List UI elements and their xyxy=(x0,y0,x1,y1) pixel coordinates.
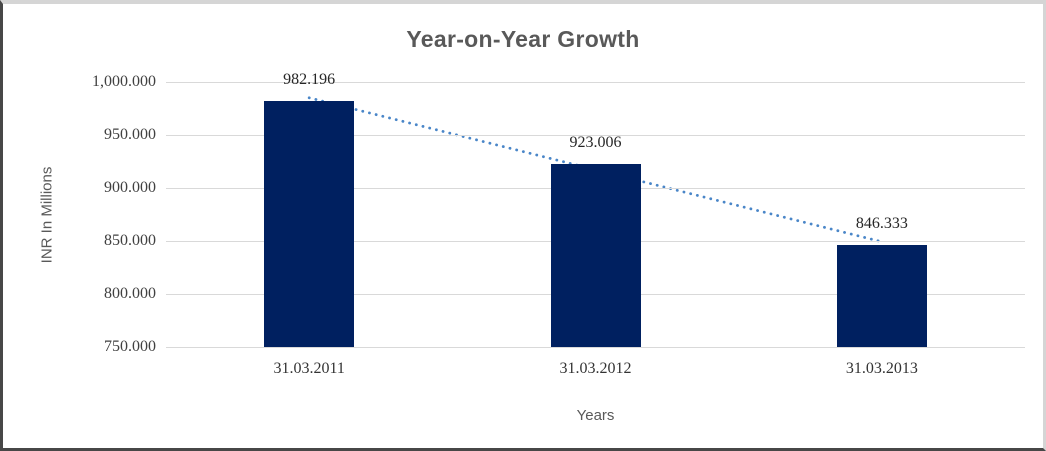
x-tick-label: 31.03.2012 xyxy=(559,360,632,377)
y-tick-label: 900.000 xyxy=(104,179,156,196)
bar-value-label: 923.006 xyxy=(569,133,622,151)
plot-area: Years 750.000 800.000 850.000 900.000 950.00… xyxy=(92,71,1025,424)
bar-value-label: 846.333 xyxy=(855,214,908,232)
y-tick-label: 750.000 xyxy=(104,338,156,355)
bar xyxy=(264,100,355,347)
x-axis-title: Years xyxy=(576,407,615,424)
bar xyxy=(836,244,927,347)
bar xyxy=(550,163,641,347)
x-tick-label: 31.03.2011 xyxy=(273,360,345,377)
y-axis-title: INR In Millions xyxy=(38,166,56,264)
y-tick-label: 950.000 xyxy=(104,126,156,143)
gridline xyxy=(166,346,1025,348)
y-tick-label: 1,000.000 xyxy=(92,73,156,90)
bar-value-label: 982.196 xyxy=(283,70,336,88)
gridline xyxy=(166,134,1025,136)
x-tick-label: 31.03.2013 xyxy=(845,360,918,377)
gridline xyxy=(166,81,1025,83)
y-tick-label: 800.000 xyxy=(104,285,156,302)
chart-title: Year-on-Year Growth xyxy=(406,26,640,52)
y-tick-label: 850.000 xyxy=(104,232,156,249)
